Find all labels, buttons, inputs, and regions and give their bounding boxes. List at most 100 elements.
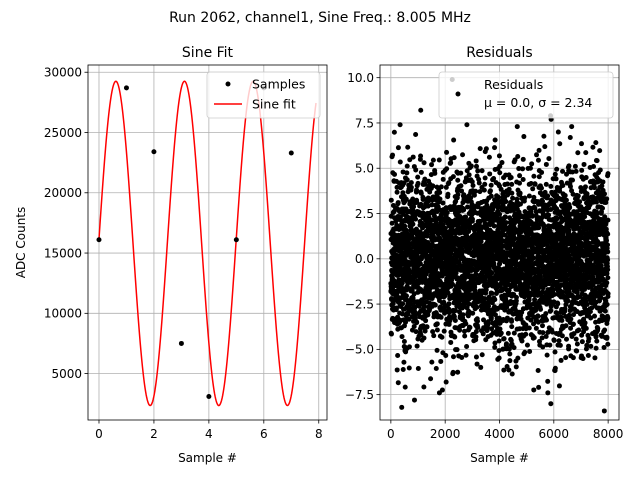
residual-point <box>558 357 564 363</box>
sample-point <box>151 149 157 155</box>
residual-point <box>565 298 571 304</box>
residual-point <box>397 159 403 165</box>
residuals-ytick-label: −5.0 <box>345 343 374 357</box>
residual-point <box>511 207 517 213</box>
residual-point <box>483 287 489 293</box>
residual-point <box>506 186 512 192</box>
residual-point <box>459 188 465 194</box>
residual-point <box>527 165 533 171</box>
residual-point <box>580 267 586 273</box>
residual-point <box>505 330 511 336</box>
residual-point <box>450 354 456 360</box>
residual-point <box>465 204 471 210</box>
residual-point <box>430 157 436 163</box>
residual-point <box>598 295 604 301</box>
residual-point <box>545 193 551 199</box>
residual-point <box>479 352 485 358</box>
residual-point <box>473 354 479 360</box>
residual-point <box>388 331 394 337</box>
sine-fit-xtick-label: 6 <box>260 427 268 441</box>
residual-point <box>513 364 519 370</box>
residuals-ytick-label: 2.5 <box>355 207 374 221</box>
residual-point <box>543 333 549 339</box>
residual-point <box>466 301 472 307</box>
residual-point <box>567 205 573 211</box>
residuals-ytick-label: 7.5 <box>355 116 374 130</box>
residual-point <box>526 297 532 303</box>
residual-point <box>492 344 498 350</box>
residual-point <box>403 196 409 202</box>
residual-point <box>509 190 515 196</box>
residual-point <box>517 180 522 186</box>
sine-fit-frame <box>87 64 328 421</box>
residuals-ytick-label: 10.0 <box>347 71 374 85</box>
residual-point <box>542 189 548 195</box>
residual-point <box>497 261 503 267</box>
residual-point <box>604 237 610 243</box>
residual-point <box>517 201 523 207</box>
residual-point <box>451 155 457 161</box>
residual-point <box>540 344 546 350</box>
residual-point <box>496 153 502 159</box>
residual-point <box>520 166 526 172</box>
residual-point <box>408 184 414 190</box>
residual-point <box>395 200 401 206</box>
residual-point <box>475 324 481 330</box>
residual-point <box>411 397 417 403</box>
residual-point <box>571 331 577 337</box>
residual-point <box>400 301 406 307</box>
legend-residuals-label: Residuals <box>484 77 543 92</box>
residual-point <box>415 180 421 186</box>
residual-point <box>449 281 455 287</box>
residual-point <box>566 312 572 318</box>
residual-point <box>557 342 563 348</box>
residual-point <box>457 309 463 315</box>
residual-point <box>571 312 577 318</box>
figure-suptitle: Run 2062, channel1, Sine Freq.: 8.005 MH… <box>169 10 471 26</box>
residual-point <box>593 140 599 146</box>
residual-point <box>599 183 605 189</box>
residual-point <box>497 211 503 217</box>
residual-point <box>512 157 518 163</box>
residual-point <box>445 191 451 197</box>
residual-point <box>541 133 547 139</box>
residual-point <box>470 310 476 316</box>
residual-point <box>605 171 611 177</box>
residuals-xtick-label: 0 <box>387 427 395 441</box>
residual-point <box>511 236 517 242</box>
residual-point <box>535 157 541 163</box>
residual-point <box>469 216 475 222</box>
residual-point <box>539 169 545 175</box>
residual-point <box>425 203 431 209</box>
residual-point <box>476 176 482 182</box>
residual-point <box>473 271 479 277</box>
residual-point <box>529 161 535 167</box>
residual-point <box>482 296 488 302</box>
sine-fit-ytick-label: 25000 <box>44 126 82 140</box>
residual-point <box>605 267 611 273</box>
residual-point <box>502 214 508 220</box>
residual-point <box>516 166 522 172</box>
residual-point <box>406 344 412 350</box>
residual-point <box>399 280 405 286</box>
residual-point <box>473 334 479 340</box>
residual-point <box>446 321 452 327</box>
residual-point <box>556 338 562 344</box>
residual-point <box>579 141 584 147</box>
residual-point <box>418 169 424 175</box>
residual-point <box>526 193 532 199</box>
residual-point <box>548 183 554 189</box>
residual-point <box>400 367 406 373</box>
residual-point <box>570 191 576 197</box>
residual-point <box>437 190 443 196</box>
residuals-axes: 0 2000 4000 6000 8000−7.5−5.0−2.50.02.55.07.… <box>345 45 624 465</box>
residual-point <box>487 171 493 177</box>
residual-point <box>477 146 483 152</box>
residual-point <box>562 306 568 312</box>
residual-point <box>418 107 424 113</box>
residual-point <box>414 199 420 205</box>
residual-point <box>602 308 608 314</box>
residual-point <box>413 329 419 335</box>
residual-point <box>594 211 600 217</box>
residual-point <box>429 359 435 365</box>
